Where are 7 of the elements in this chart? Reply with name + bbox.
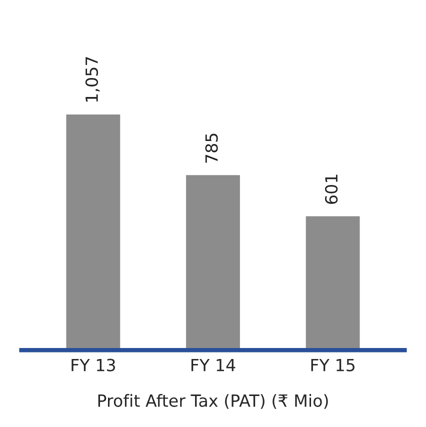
data-label: 785: [205, 134, 218, 163]
data-label: 1,057: [85, 57, 100, 102]
x-tick-label: FY 13: [72, 358, 115, 372]
x-tick-label: FY 14: [192, 358, 236, 372]
data-label: 601: [325, 174, 338, 204]
x-tick-label: FY 15: [311, 358, 354, 372]
x-axis-title: Profit After Tax (PAT) (₹ Mio): [98, 394, 328, 409]
